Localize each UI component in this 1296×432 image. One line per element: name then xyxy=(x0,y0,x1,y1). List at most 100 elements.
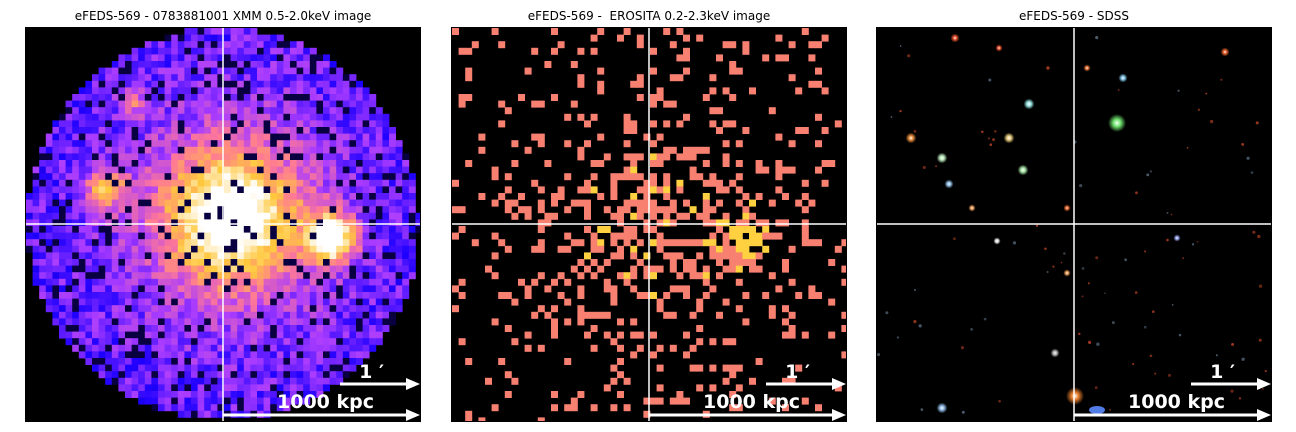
sdss-panel: eFEDS-569 - SDSS 1 ′ 1000 kpc xyxy=(876,0,1272,432)
faint-star xyxy=(1046,271,1049,273)
faint-star xyxy=(1044,247,1047,251)
angular-scale-label: 1 ′ xyxy=(359,361,384,383)
physical-scale-label: 1000 kpc xyxy=(277,391,374,413)
faint-star xyxy=(1094,386,1098,390)
faint-star xyxy=(992,138,996,142)
faint-star xyxy=(961,410,965,414)
faint-star xyxy=(1081,295,1084,298)
physical-scale-arrowhead xyxy=(1257,409,1271,421)
physical-scale-label: 1000 kpc xyxy=(1128,391,1225,413)
faint-star xyxy=(1095,36,1099,40)
faint-star xyxy=(1117,89,1120,91)
star xyxy=(936,152,948,164)
faint-star xyxy=(1063,252,1066,255)
star xyxy=(968,204,976,212)
physical-scale-arrowhead xyxy=(832,409,846,421)
angular-scale-arrowhead xyxy=(406,378,420,390)
star xyxy=(1220,47,1230,57)
faint-star xyxy=(1166,238,1169,242)
star xyxy=(950,33,960,43)
physical-scale-label: 1000 kpc xyxy=(703,391,800,413)
xmm-panel: eFEDS-569 - 0783881001 XMM 0.5-2.0keV im… xyxy=(25,0,421,432)
faint-star xyxy=(1052,265,1055,268)
faint-star xyxy=(1149,354,1153,358)
faint-star xyxy=(1170,213,1173,216)
faint-star xyxy=(877,353,881,357)
faint-star xyxy=(899,45,902,47)
angular-scale-arrowhead xyxy=(1257,378,1271,390)
sdss-image: 1 ′ 1000 kpc xyxy=(876,27,1272,422)
xmm-heatmap xyxy=(26,28,420,421)
faint-star xyxy=(1205,92,1208,95)
panel-title: eFEDS-569 - 0783881001 XMM 0.5-2.0keV im… xyxy=(74,9,372,23)
faint-star xyxy=(1177,89,1180,92)
faint-star xyxy=(1258,284,1263,288)
faint-star xyxy=(981,130,984,134)
star xyxy=(1003,132,1015,144)
faint-star xyxy=(1255,121,1259,125)
faint-star xyxy=(1060,261,1063,264)
star xyxy=(1023,98,1035,110)
faint-star xyxy=(1104,292,1106,295)
faint-star xyxy=(922,165,926,169)
faint-star xyxy=(1087,340,1092,344)
faint-star xyxy=(1230,389,1234,393)
faint-star xyxy=(1215,354,1218,357)
faint-star xyxy=(1135,191,1138,195)
faint-star xyxy=(1178,333,1182,337)
erosita-panel: eFEDS-569 - EROSITA 0.2-2.3keV image 1 ′… xyxy=(451,0,847,432)
faint-star xyxy=(913,289,916,292)
star xyxy=(1173,234,1181,242)
star xyxy=(993,237,1001,245)
faint-star xyxy=(1111,321,1115,325)
faint-star xyxy=(1166,211,1169,214)
faint-star xyxy=(1095,256,1099,260)
faint-star xyxy=(1167,373,1171,377)
faint-star xyxy=(1238,397,1242,400)
erosita-image: 1 ′ 1000 kpc xyxy=(451,27,847,422)
faint-star xyxy=(1231,342,1235,346)
angular-scale-label: 1 ′ xyxy=(1210,361,1235,383)
faint-star xyxy=(913,130,917,133)
faint-star xyxy=(1035,224,1039,227)
faint-star xyxy=(998,400,1001,403)
faint-star xyxy=(1134,291,1138,294)
faint-star xyxy=(907,54,911,58)
faint-star xyxy=(1144,250,1147,253)
faint-star xyxy=(1079,183,1083,188)
faint-star xyxy=(1012,241,1017,245)
faint-star xyxy=(1124,258,1128,262)
faint-star xyxy=(1246,156,1250,160)
angular-scale-arrowhead xyxy=(832,378,846,390)
xmm-image: 1 ′ 1000 kpc xyxy=(25,27,421,422)
faint-star xyxy=(1241,142,1245,146)
physical-scale-arrowhead xyxy=(406,409,420,421)
star xyxy=(905,132,917,144)
faint-star xyxy=(1096,342,1100,346)
star xyxy=(1066,387,1084,405)
faint-star xyxy=(920,408,924,411)
faint-star xyxy=(1046,66,1050,70)
faint-star xyxy=(1109,408,1111,411)
faint-star xyxy=(953,237,956,241)
faint-star xyxy=(1197,108,1201,111)
faint-star xyxy=(1081,267,1085,270)
faint-star xyxy=(885,311,889,315)
faint-star xyxy=(890,116,893,118)
faint-star xyxy=(1220,78,1223,81)
faint-star xyxy=(994,130,997,133)
erosita-photon-map xyxy=(452,28,846,421)
star xyxy=(1108,114,1126,132)
faint-star xyxy=(1257,234,1261,239)
faint-star xyxy=(1087,282,1090,285)
faint-star xyxy=(1262,388,1264,390)
faint-star xyxy=(1241,357,1245,361)
faint-star xyxy=(1132,363,1135,366)
sdss-starfield xyxy=(877,28,1271,421)
faint-star xyxy=(1264,369,1267,373)
star xyxy=(1063,269,1071,277)
faint-star xyxy=(1146,173,1150,177)
faint-star xyxy=(1151,310,1155,314)
faint-star xyxy=(960,346,964,350)
faint-star xyxy=(1252,230,1256,234)
